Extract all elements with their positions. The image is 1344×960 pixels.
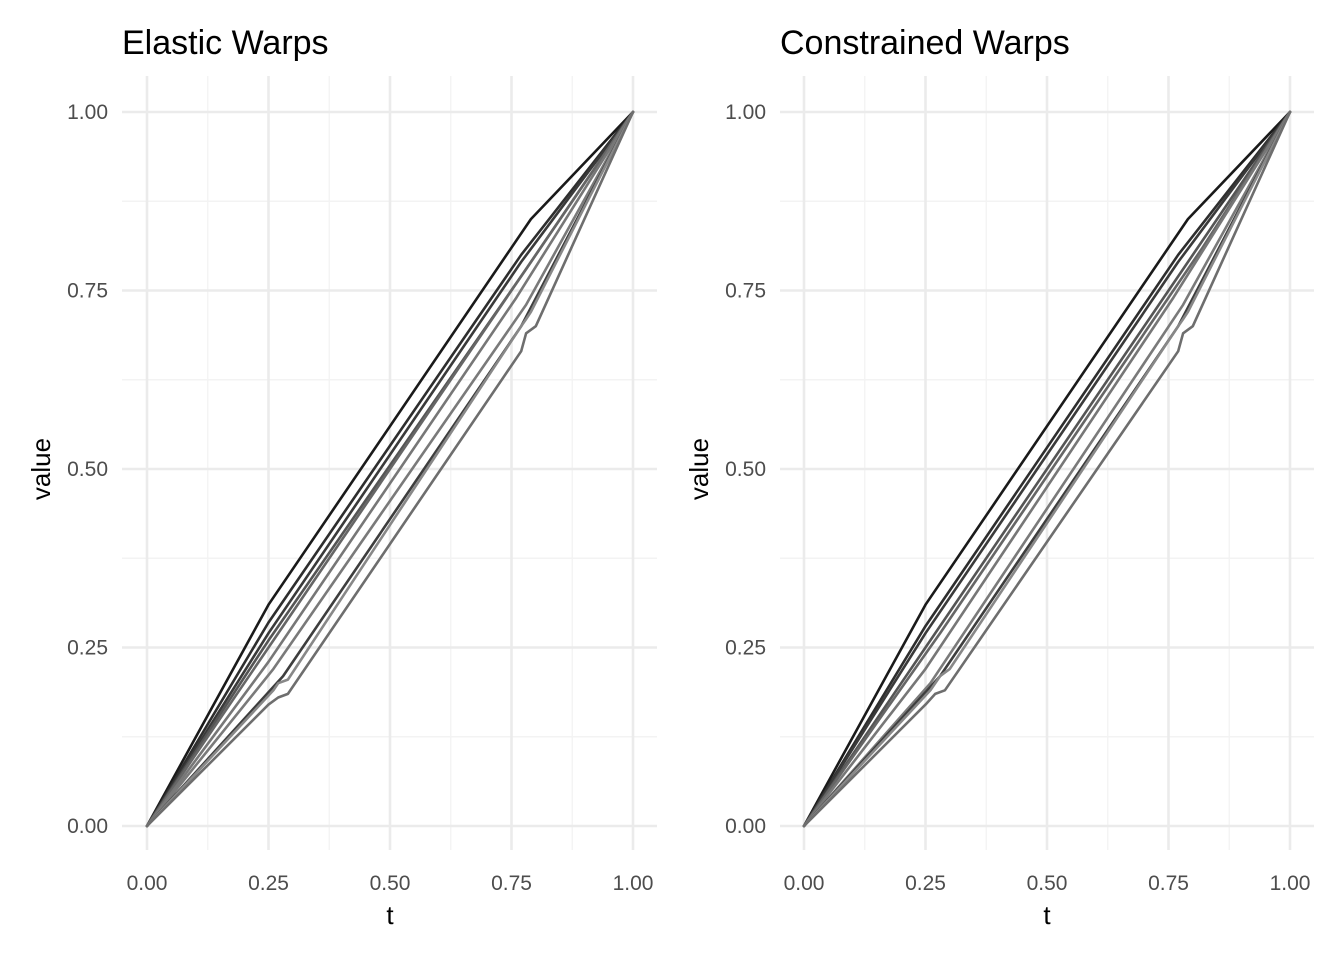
warp-curve-9 <box>802 110 1292 828</box>
x-tick-label: 0.00 <box>127 872 168 895</box>
panel-elastic-warps: Elastic Warps 0.00 0.25 0.50 0.75 1.00 0.000… <box>26 24 657 930</box>
x-tick-label: 1.00 <box>613 872 654 895</box>
warp-curve-3 <box>145 110 635 828</box>
x-tick-label: 0.50 <box>370 872 411 895</box>
warp-curve-9 <box>145 110 635 828</box>
y-tick-label: 0.25 <box>725 637 766 660</box>
warp-curve-10 <box>145 110 635 828</box>
curves <box>802 110 1292 828</box>
panel-constrained-warps: Constrained Warps 0.00 0.25 0.50 0.75 1.00 0… <box>684 24 1314 930</box>
x-axis-label: t <box>386 900 394 930</box>
y-axis-label: value <box>684 438 714 500</box>
y-tick-labels: 0.00 0.25 0.50 0.75 1.00 <box>725 101 766 838</box>
warp-curve-3 <box>802 110 1292 828</box>
y-tick-label: 1.00 <box>67 101 108 124</box>
y-tick-label: 0.75 <box>725 280 766 303</box>
y-tick-label: 0.00 <box>67 815 108 838</box>
warp-curve-7 <box>145 110 635 828</box>
warp-curve-10 <box>802 110 1292 828</box>
x-axis-label: t <box>1043 900 1051 930</box>
y-axis-label: value <box>26 438 56 500</box>
warp-curve-1 <box>145 110 635 828</box>
y-tick-labels: 0.00 0.25 0.50 0.75 1.00 <box>67 101 108 838</box>
grid <box>780 76 1314 850</box>
x-tick-label: 0.75 <box>1148 872 1189 895</box>
x-tick-labels: 0.00 0.25 0.50 0.75 1.00 <box>784 872 1311 895</box>
warp-curve-2 <box>145 110 635 828</box>
warp-curve-2 <box>802 110 1292 828</box>
x-tick-label: 0.75 <box>491 872 532 895</box>
warp-curve-6 <box>802 110 1292 828</box>
warp-curve-5 <box>145 110 635 828</box>
y-tick-label: 0.25 <box>67 637 108 660</box>
x-tick-label: 0.50 <box>1027 872 1068 895</box>
x-tick-label: 0.25 <box>248 872 289 895</box>
y-tick-label: 0.00 <box>725 815 766 838</box>
x-tick-label: 1.00 <box>1270 872 1311 895</box>
warp-curve-6 <box>145 110 635 828</box>
panel-title: Elastic Warps <box>122 24 329 62</box>
x-tick-label: 0.00 <box>784 872 825 895</box>
y-tick-label: 0.50 <box>67 458 108 481</box>
x-tick-labels: 0.00 0.25 0.50 0.75 1.00 <box>127 872 654 895</box>
curves <box>145 110 635 828</box>
panel-title: Constrained Warps <box>780 24 1070 62</box>
y-tick-label: 1.00 <box>725 101 766 124</box>
warp-curve-1 <box>802 110 1292 828</box>
y-tick-label: 0.75 <box>67 280 108 303</box>
y-tick-label: 0.50 <box>725 458 766 481</box>
x-tick-label: 0.25 <box>905 872 946 895</box>
warp-curve-4 <box>802 110 1292 828</box>
